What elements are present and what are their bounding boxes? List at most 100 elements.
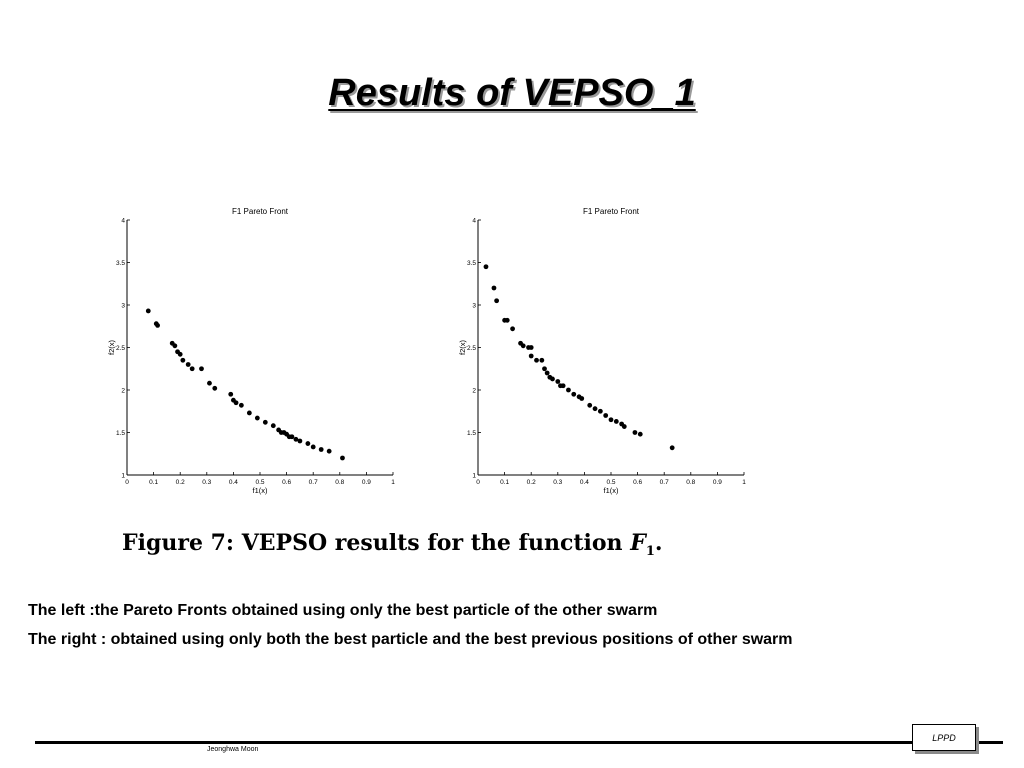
data-point [520,343,526,349]
x-tick-label: 1 [391,479,395,486]
description-left: The left :the Pareto Fronts obtained usi… [28,602,658,619]
data-point [305,441,311,446]
data-point [560,383,566,389]
data-point [528,345,534,350]
data-point [491,285,497,291]
y-tick-label: 2 [121,388,125,395]
caption-subscript: 1 [645,544,655,559]
data-point [571,391,577,397]
data-point [228,391,234,397]
caption-text: Figure 7: VEPSO results for the function [122,530,631,556]
y-tick-label: 1.5 [116,430,125,437]
x-tick-label: 0.2 [527,479,536,486]
x-tick-label: 0.2 [176,479,185,486]
x-tick-label: 1 [742,479,746,486]
data-point [550,376,555,382]
data-point [613,419,619,424]
data-point [542,366,547,372]
x-tick-label: 0.6 [633,479,642,486]
data-point [254,415,260,421]
data-point [494,298,500,304]
data-point [608,417,614,423]
data-point [212,385,218,391]
x-tick-label: 0 [125,479,129,486]
data-point [199,366,204,372]
data-point [544,370,550,376]
data-point [566,387,571,393]
y-tick-label: 3.5 [116,260,125,267]
x-tick-label: 0.7 [309,479,318,486]
data-point [155,323,160,328]
pareto-chart-right: F1 Pareto Front 0 0.1 0.2 0.3 0.4 0.5 0.6 0.7 0.8… [458,207,746,495]
y-axis-label: f2(x) [458,339,467,355]
y-tick-label: 3.5 [467,260,476,267]
y-tick-label: 4 [472,218,476,225]
data-point [587,402,593,408]
data-point [233,400,239,406]
y-tick-label: 1 [121,473,125,480]
data-point [297,438,303,444]
data-point [539,357,545,363]
x-tick-label: 0.3 [553,479,562,486]
data-point [555,379,561,384]
data-point [270,423,276,429]
data-point [603,413,609,418]
data-point [621,424,627,429]
data-point [289,434,295,440]
x-axis-label: f1(x) [253,486,269,495]
data-point [528,353,534,359]
footer-divider [35,741,1003,744]
y-tick-label: 2.5 [467,345,476,352]
y-tick-label: 1 [472,473,476,480]
x-tick-label: 0.9 [362,479,371,486]
y-tick-label: 3 [472,303,476,310]
data-point [246,410,252,416]
x-tick-label: 0.6 [282,479,291,486]
data-point [310,444,316,450]
data-point [238,402,244,408]
caption-period: . [654,530,663,556]
data-point [326,448,332,454]
data-point [504,317,510,323]
data-point [340,455,345,461]
data-point [145,308,151,314]
slide-title: Results of VEPSO_1 [328,72,696,114]
data-point [510,326,515,332]
y-tick-label: 3 [121,303,125,310]
y-tick-label: 4 [121,218,125,225]
x-axis-label: f1(x) [604,486,620,495]
x-tick-label: 0.1 [149,479,158,486]
data-point [669,445,675,451]
x-tick-label: 0.5 [255,479,264,486]
pareto-chart-left: F1 Pareto Front 0 0.1 0.2 0.3 0.4 0.5 0.6 0.7 0.8… [107,207,395,495]
data-point [534,357,539,363]
data-point [318,447,324,452]
y-tick-label: 1.5 [467,430,476,437]
data-point [293,436,299,442]
x-tick-label: 0.3 [202,479,211,486]
footer-author: Jeonghwa Moon [207,746,259,753]
data-point [592,406,598,412]
x-tick-label: 0.8 [335,479,344,486]
data-point [637,431,643,437]
x-tick-label: 0.1 [500,479,509,486]
y-tick-label: 2 [472,388,476,395]
caption-function: F [630,530,646,556]
chart-title: F1 Pareto Front [232,207,289,216]
description-right: The right : obtained using only both the… [28,631,793,648]
x-tick-label: 0.8 [686,479,695,486]
footer-badge: LPPD [912,724,976,751]
data-point [262,419,268,425]
data-point [579,396,585,401]
figure-caption: Figure 7: VEPSO results for the function… [122,530,663,559]
data-point [180,357,186,363]
chart-title: F1 Pareto Front [583,207,640,216]
y-axis-label: f2(x) [107,339,116,355]
data-point [172,343,178,349]
x-tick-label: 0.5 [606,479,615,486]
y-tick-label: 2.5 [116,345,125,352]
data-point [207,380,212,386]
data-point [189,366,195,372]
data-point [483,264,489,270]
x-tick-label: 0.7 [660,479,669,486]
